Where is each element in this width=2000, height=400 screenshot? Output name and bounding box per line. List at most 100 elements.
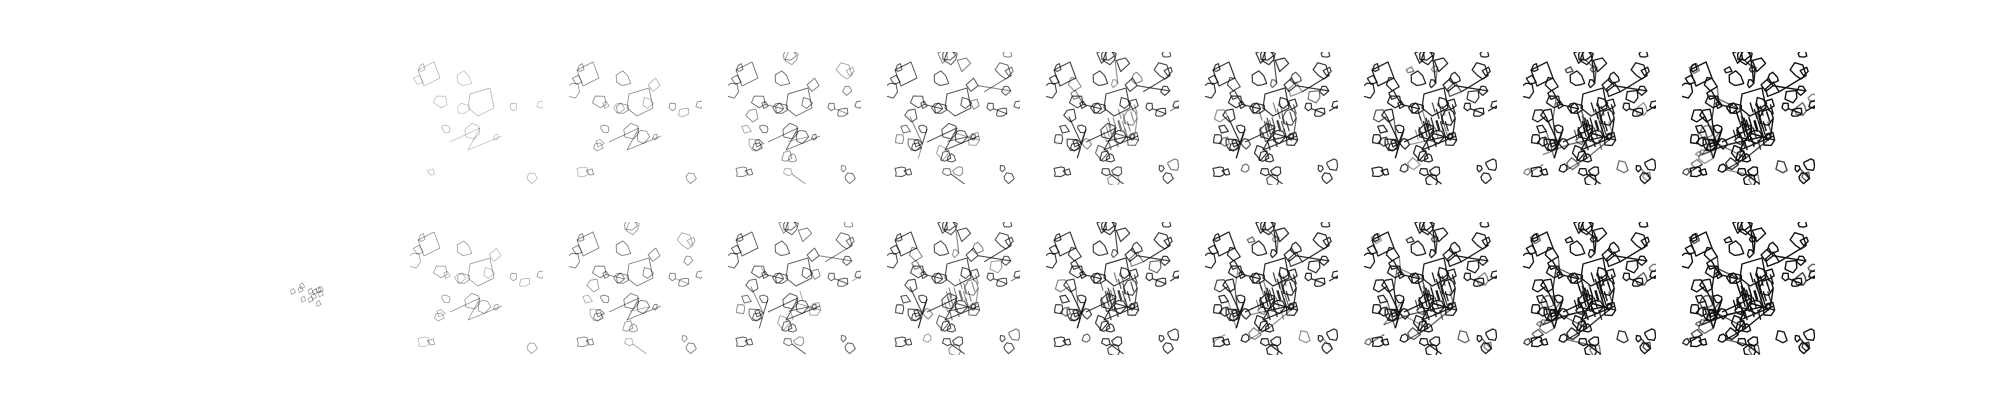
sketch-polygon (1698, 338, 1708, 346)
sketch-stroke (1435, 290, 1440, 301)
sketch-polygon (1317, 334, 1324, 343)
sketch-polygon (894, 233, 903, 242)
sketch-polygon (1539, 338, 1549, 346)
sketch-polygon (1530, 231, 1554, 257)
sketch-polygon (1008, 328, 1020, 341)
sketch-polygon (1480, 342, 1493, 355)
sketch-stroke (1594, 69, 1597, 84)
sketch-polygon (744, 168, 754, 176)
sketch-polygon (642, 97, 655, 109)
sketch-stroke (1745, 343, 1760, 355)
sketch-polygon (956, 227, 972, 243)
sketch-polygon (311, 292, 317, 300)
sketch-polygon (1388, 89, 1398, 100)
sketch-stroke (1103, 131, 1108, 143)
sketch-stroke (1788, 108, 1803, 115)
sketch-polygon (1587, 248, 1596, 259)
sketch-polygon (1736, 52, 1752, 61)
sketch-stroke (955, 306, 960, 318)
sketch-polygon (1639, 342, 1652, 355)
sketch-polygon (1466, 89, 1480, 104)
sketch-stroke (1227, 301, 1237, 329)
sketch-polygon (1154, 277, 1167, 287)
sketch-stroke (1082, 273, 1102, 280)
sketch-polygon (467, 87, 495, 117)
sketch-stroke (1586, 289, 1591, 300)
sketch-polygon (971, 241, 984, 255)
sketch-stroke (1759, 105, 1764, 117)
sketch-stroke (1429, 284, 1434, 295)
sketch-stroke (1740, 111, 1745, 122)
sketch-polygon (1790, 277, 1803, 287)
sketch-polygon (1807, 93, 1815, 102)
sketch-polygon (837, 107, 849, 117)
sketch-polygon (1269, 249, 1278, 259)
sketch-polygon (1803, 328, 1815, 341)
sketch-polygon (1440, 108, 1456, 126)
sketch-stroke (1594, 120, 1599, 131)
sketch-polygon (1158, 164, 1165, 173)
sketch-polygon (1698, 294, 1714, 309)
sketch-polygon (1784, 259, 1798, 274)
sketch-polygon (1433, 57, 1449, 73)
sketch-polygon (1695, 306, 1708, 317)
sketch-stroke (1117, 120, 1122, 131)
sketch-polygon (1099, 150, 1111, 162)
sketch-stroke (1754, 289, 1759, 301)
sketch-image (1523, 222, 1656, 355)
sketch-polygon (312, 288, 319, 296)
sketch-stroke (1596, 272, 1602, 283)
sketch-stroke (947, 136, 968, 142)
sketch-polygon (1161, 222, 1172, 228)
sketch-stroke (1292, 104, 1297, 115)
sketch-polygon (1622, 272, 1631, 282)
sketch-stroke (1393, 288, 1398, 317)
sketch-stroke (1122, 112, 1127, 124)
sketch-polygon (569, 252, 580, 269)
sketch-stroke (1114, 136, 1119, 148)
sketch-polygon (678, 107, 690, 117)
sketch-polygon (1569, 70, 1586, 87)
sketch-stroke (1264, 228, 1279, 240)
sketch-stroke (1427, 119, 1432, 130)
sketch-polygon (783, 222, 798, 231)
sketch-polygon (1634, 272, 1648, 286)
sketch-stroke (851, 275, 861, 282)
sketch-polygon (1079, 270, 1087, 280)
sketch-stroke (1080, 299, 1087, 314)
sketch-stroke (1400, 103, 1420, 110)
sketch-stroke (921, 299, 928, 314)
sketch-stroke (1581, 111, 1586, 122)
sketch-stroke (1435, 239, 1438, 254)
sketch-stroke (1591, 306, 1596, 318)
sketch-polygon (1105, 323, 1116, 333)
sketch-stroke (1735, 110, 1740, 121)
sketch-polygon (1428, 249, 1437, 259)
sketch-polygon (1440, 278, 1456, 296)
sketch-stroke (1234, 267, 1239, 289)
sketch-stroke (955, 225, 960, 254)
sketch-polygon (1682, 337, 1690, 346)
sketch-polygon (1530, 61, 1554, 87)
sketch-polygon (1483, 341, 1493, 352)
sketch-stroke (767, 127, 821, 151)
sketch-polygon (1775, 160, 1788, 174)
sketch-stroke (1322, 338, 1333, 350)
sketch-polygon (1388, 259, 1398, 270)
sketch-stroke (974, 274, 979, 285)
sketch-polygon (1442, 247, 1456, 263)
sketch-polygon (1172, 270, 1179, 279)
sketch-polygon (843, 222, 854, 228)
sketch-stroke (1595, 119, 1600, 131)
sketch-polygon (1808, 100, 1815, 110)
sketch-polygon (1808, 270, 1815, 280)
sketch-polygon (1377, 136, 1390, 147)
sketch-polygon (1631, 107, 1644, 117)
sketch-stroke (1268, 301, 1274, 313)
sketch-stroke (1448, 111, 1453, 122)
sketch-polygon (299, 282, 306, 290)
sketch-polygon (894, 63, 903, 72)
sketch-polygon (827, 272, 835, 282)
sketch-stroke (1068, 116, 1082, 144)
sketch-polygon (1013, 270, 1020, 279)
